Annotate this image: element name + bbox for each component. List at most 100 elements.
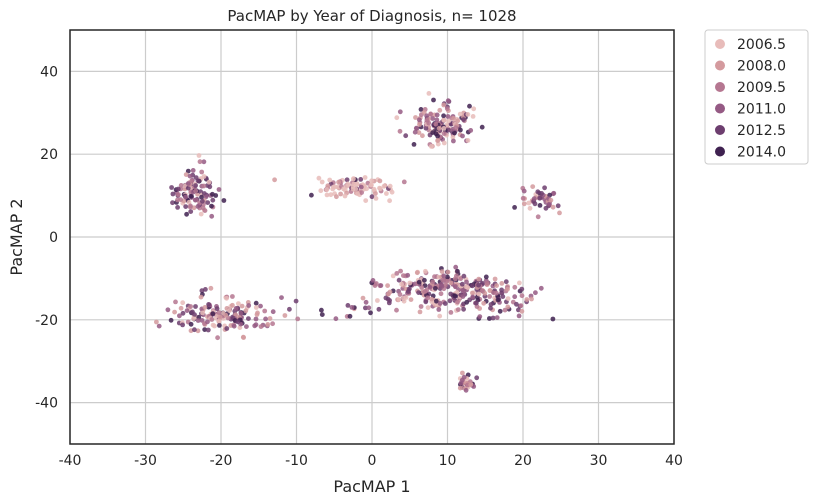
scatter-point [287,306,292,312]
scatter-point [267,316,273,321]
scatter-point [471,106,477,112]
scatter-point [426,91,432,96]
scatter-point [436,307,442,312]
scatter-point [188,203,193,209]
scatter-point [210,197,216,203]
scatter-point [238,310,244,316]
scatter-point [253,316,259,322]
scatter-point [413,125,419,131]
scatter-point [454,273,459,279]
scatter-point [537,195,543,201]
scatter-point [445,98,451,104]
scatter-point [428,144,434,149]
scatter-point [487,316,492,321]
scatter-point [203,287,208,292]
scatter-point [331,184,336,190]
scatter-point [465,285,471,290]
scatter-point [465,372,471,378]
scatter-point [190,168,196,173]
scatter-point [444,122,450,128]
scatter-point [446,118,451,124]
scatter-point [341,186,346,192]
scatter-point [210,311,216,317]
scatter-point [530,184,536,190]
scatter-point [460,133,465,139]
scatter-point [175,205,181,210]
scatter-point [205,200,211,206]
scatter-point [328,192,334,198]
scatter-point [216,310,222,315]
scatter-point [258,324,264,329]
scatter-point [319,312,325,317]
scatter-point [452,293,458,299]
scatter-point [355,191,360,197]
scatter-point [461,306,466,312]
scatter-point [390,273,396,279]
scatter-point [215,335,221,341]
y-tick-label: 20 [40,147,58,163]
scatter-point [206,302,212,307]
scatter-point [451,116,456,121]
scatter-point [282,313,288,318]
scatter-point [512,284,518,290]
scatter-point [416,130,422,136]
scatter-point [195,328,201,334]
scatter-point [439,269,445,274]
scatter-point [370,278,376,283]
scatter-point [445,114,451,119]
scatter-point [416,290,421,295]
scatter-point [177,313,182,319]
scatter-point [191,316,196,322]
scatter-point [224,295,230,301]
scatter-point [557,210,562,216]
x-axis-label: PacMAP 1 [333,477,410,496]
legend-marker [715,39,725,49]
scatter-point [464,279,469,285]
scatter-point [487,294,492,299]
scatter-point [385,296,391,302]
scatter-point [459,281,465,287]
scatter-point [358,177,364,182]
scatter-point [435,138,440,144]
scatter-point [419,285,425,290]
scatter-point [394,307,399,313]
scatter-point [241,335,247,340]
x-tick-label: 30 [590,453,608,469]
scatter-point [397,128,403,134]
scatter-point [425,295,431,301]
chart-title: PacMAP by Year of Diagnosis, n= 1028 [227,7,516,25]
scatter-point [476,282,481,288]
scatter-point [500,294,506,299]
scatter-point [524,297,530,302]
scatter-point [198,211,204,217]
scatter-point [470,114,476,119]
scatter-point [190,309,195,315]
scatter-point [349,305,355,310]
scatter-point [368,310,373,316]
scatter-point [417,122,422,127]
scatter-point [436,125,442,131]
scatter-point [209,317,215,322]
scatter-point [514,301,519,307]
scatter-point [458,380,464,386]
scatter-point [154,319,159,325]
scatter-point [319,307,324,313]
scatter-point [176,192,181,197]
scatter-point [318,188,324,194]
scatter-point [224,326,230,331]
scatter-point [209,203,214,209]
scatter-point [519,308,525,314]
scatter-point [423,268,428,274]
scatter-point [350,186,356,192]
scatter-point [526,200,532,206]
scatter-point [342,193,348,199]
scatter-point [178,305,184,311]
scatter-point [418,304,424,309]
scatter-point [441,131,447,137]
scatter-point [202,305,208,310]
scatter-point [360,295,366,301]
scatter-point [413,115,418,120]
scatter-point [494,283,499,288]
scatter-point [386,291,391,297]
scatter-point [191,205,197,211]
